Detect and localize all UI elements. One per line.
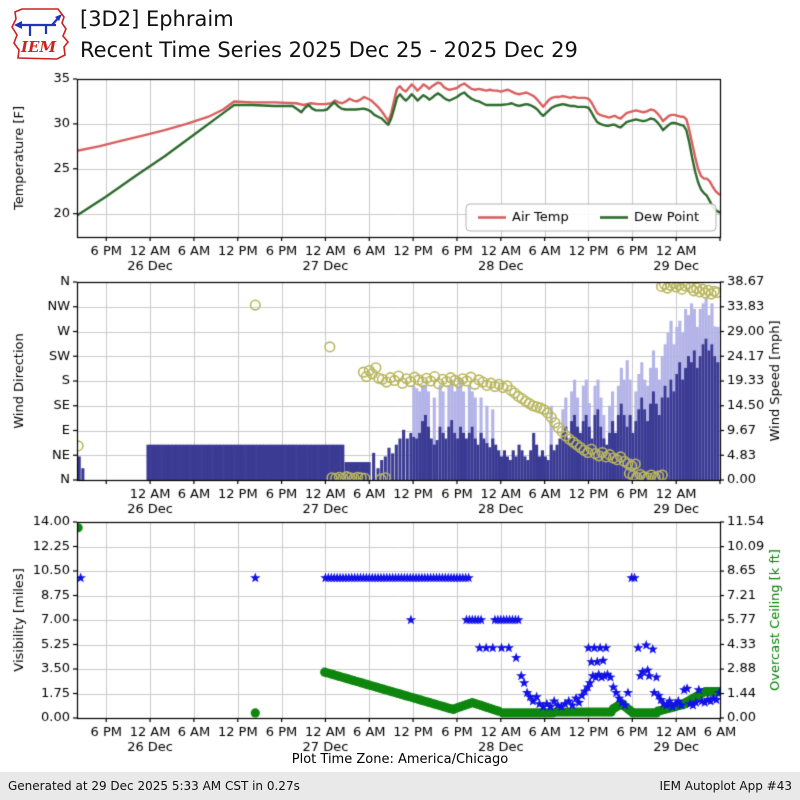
plot-title: [3D2] Ephraim (80, 7, 234, 31)
wind-chart (0, 275, 800, 515)
generated-at: Generated at 29 Dec 2025 5:33 AM CST in … (8, 779, 300, 793)
header: IEM [3D2] Ephraim Recent Time Series 202… (0, 0, 800, 70)
plot-subtitle: Recent Time Series 2025 Dec 25 - 2025 De… (80, 38, 578, 62)
vane-arrow-tip (55, 14, 62, 21)
logo-text: IEM (20, 38, 56, 56)
timezone-note: Plot Time Zone: America/Chicago (291, 752, 509, 767)
temperature-chart (0, 70, 800, 275)
vane-arrow (14, 21, 22, 29)
footer-bar: Generated at 29 Dec 2025 5:33 AM CST in … (0, 772, 800, 800)
plot-titles: [3D2] Ephraim Recent Time Series 2025 De… (80, 4, 578, 66)
iem-logo: IEM (11, 8, 70, 60)
visibility-ceiling-chart (0, 515, 800, 760)
app-id: IEM Autoplot App #43 (659, 779, 792, 793)
